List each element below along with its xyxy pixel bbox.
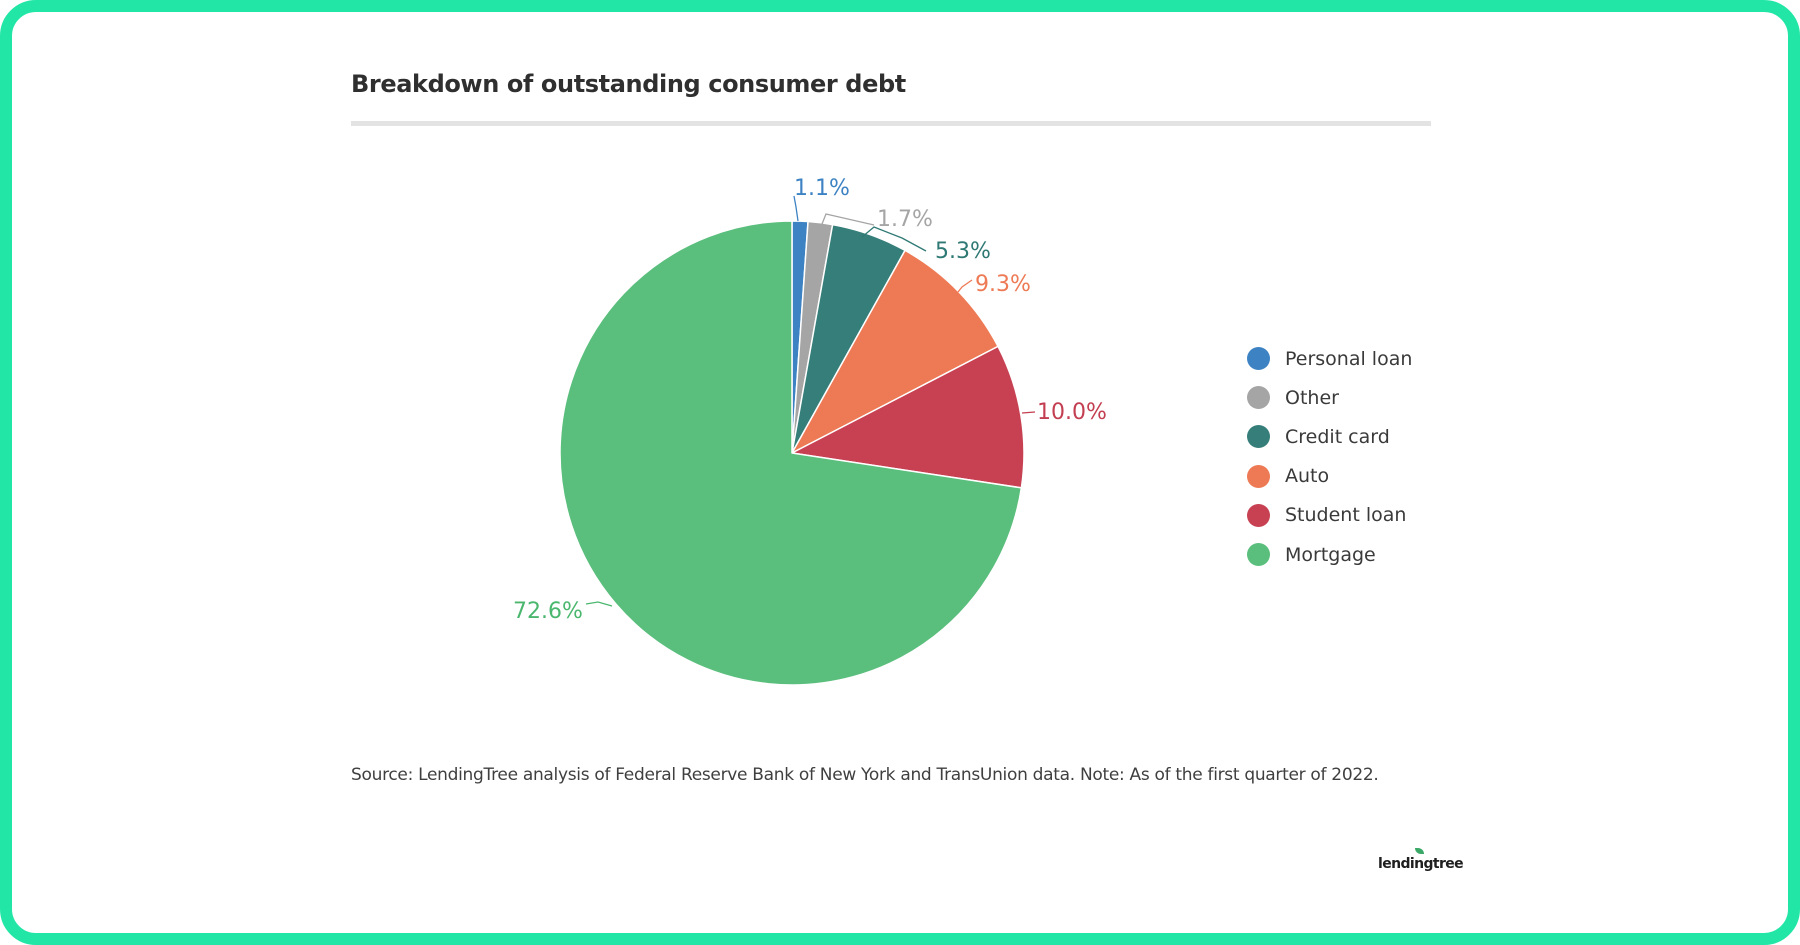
chart-legend: Personal loan Other Credit card Auto Student… [1247, 339, 1412, 574]
slice-mortgage[interactable] [559, 220, 1023, 686]
legend-swatch [1247, 464, 1270, 488]
data-label: 1.1% [794, 176, 850, 201]
legend-item[interactable]: Credit card [1247, 417, 1412, 456]
data-label: 10.0% [1037, 400, 1107, 425]
legend-item[interactable]: Personal loan [1247, 339, 1412, 378]
data-label: 1.7% [877, 207, 933, 232]
data-label: 9.3% [975, 272, 1031, 297]
leader-line [957, 279, 973, 293]
lendingtree-logo: lendingtree [1378, 848, 1464, 872]
title-divider [351, 121, 1431, 126]
leader-line [1021, 411, 1036, 414]
legend-label: Credit card [1285, 425, 1390, 448]
legend-item[interactable]: Auto [1247, 457, 1412, 496]
legend-swatch [1247, 543, 1270, 567]
legend-swatch [1247, 503, 1270, 527]
legend-item[interactable]: Student loan [1247, 496, 1412, 535]
leader-line [793, 195, 799, 222]
legend-label: Student loan [1285, 504, 1407, 527]
leader-line [585, 601, 613, 607]
chart-title: Breakdown of outstanding consumer debt [351, 70, 906, 98]
legend-label: Auto [1285, 465, 1330, 488]
data-label: 5.3% [935, 239, 991, 264]
legend-label: Other [1285, 386, 1339, 409]
legend-item[interactable]: Other [1247, 378, 1412, 417]
logo-text: lendingtree [1378, 856, 1464, 872]
legend-swatch [1247, 347, 1270, 371]
leaf-icon [1415, 848, 1424, 854]
leader-line [821, 213, 875, 226]
legend-swatch [1247, 386, 1270, 410]
data-label: 72.6% [513, 599, 583, 624]
legend-item[interactable]: Mortgage [1247, 535, 1412, 574]
slice-student-loan[interactable] [791, 345, 1025, 489]
source-note: Source: LendingTree analysis of Federal … [351, 765, 1379, 785]
leader-line [861, 226, 927, 252]
legend-label: Mortgage [1285, 543, 1376, 566]
legend-label: Personal loan [1285, 347, 1413, 370]
legend-swatch [1247, 425, 1270, 449]
